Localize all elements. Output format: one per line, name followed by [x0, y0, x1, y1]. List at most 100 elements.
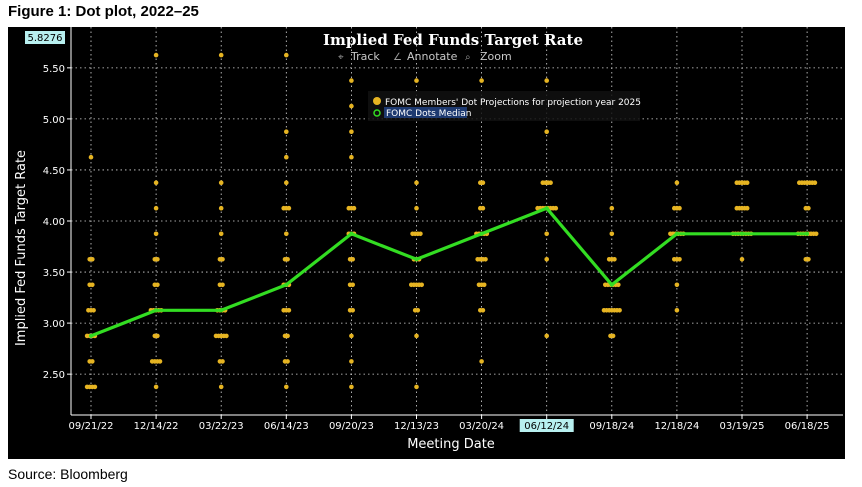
y-tick-label: 2.50	[43, 370, 65, 381]
dot-marker	[157, 359, 163, 364]
dot-marker	[349, 333, 354, 339]
dot-marker	[479, 78, 484, 83]
annotate-label: Annotate	[407, 50, 458, 63]
dot-marker	[674, 308, 680, 313]
dot-marker	[544, 231, 549, 237]
dot-marker	[155, 282, 160, 288]
median-point	[805, 231, 810, 236]
dot-marker	[155, 257, 160, 262]
dot-marker	[284, 52, 289, 58]
magnifier-icon: ⌕	[465, 52, 471, 63]
dot-marker	[218, 205, 224, 211]
dot-marker	[677, 205, 682, 211]
y-cursor-readout: 5.8276	[25, 31, 65, 44]
dot-marker	[284, 180, 289, 185]
y-tick-label: 4.50	[43, 166, 65, 177]
x-tick-label: 06/14/23	[264, 421, 309, 432]
dot-marker	[674, 180, 680, 185]
y-axis-label: Implied Fed Funds Target Rate	[14, 150, 29, 346]
dot-marker	[153, 231, 159, 237]
dot-marker	[349, 103, 354, 109]
dot-marker	[414, 333, 419, 339]
dot-marker	[218, 180, 224, 185]
dot-marker	[92, 384, 98, 390]
x-axis-label: Meeting Date	[407, 437, 495, 452]
dot-marker	[414, 180, 419, 185]
dot-marker	[617, 308, 622, 313]
median-point	[609, 282, 614, 287]
x-tick-label: 06/12/24	[524, 421, 569, 432]
dot-marker	[285, 257, 290, 262]
dot-marker	[744, 180, 750, 185]
legend-median-label: FOMC Dots Median	[386, 109, 471, 119]
y-readout-value: 5.8276	[28, 33, 63, 44]
dot-marker	[218, 52, 224, 58]
zoom-tool[interactable]: ⌕ Zoom	[465, 50, 512, 63]
median-point	[219, 308, 224, 313]
dot-marker	[479, 359, 484, 364]
zoom-label: Zoom	[480, 50, 512, 63]
dot-marker	[739, 257, 745, 262]
dot-marker	[350, 257, 356, 262]
dot-plot-chart[interactable]: 2.50 3.00 3.50 4.00 4.50 5.00 5.50 09/21/22 12/1…	[8, 27, 845, 459]
dot-marker	[544, 257, 549, 262]
dot-marker	[284, 231, 289, 237]
legend-dots-label: FOMC Members' Dot Projections for projec…	[385, 98, 641, 108]
median-point	[479, 231, 484, 236]
dot-marker	[350, 282, 356, 288]
dot-marker	[349, 384, 354, 390]
x-tick-label: 03/22/23	[199, 421, 244, 432]
dot-marker	[90, 359, 95, 364]
dot-marker	[350, 308, 356, 313]
y-tick-label: 4.00	[43, 217, 65, 228]
dot-marker	[286, 205, 292, 211]
dot-marker	[153, 205, 159, 211]
dot-marker	[91, 308, 96, 313]
y-tick-label: 3.50	[43, 268, 65, 279]
dot-marker	[419, 282, 425, 288]
source-note: Source: Bloomberg	[8, 466, 128, 482]
dot-marker	[155, 333, 160, 339]
track-tool[interactable]: ⌖ Track	[338, 50, 380, 63]
dot-marker	[813, 231, 819, 237]
legend-median-marker	[373, 109, 381, 117]
dot-marker	[418, 231, 423, 237]
crosshair-icon: ⌖	[338, 52, 344, 63]
dot-marker	[349, 359, 354, 364]
chart-panel[interactable]: 2.50 3.00 3.50 4.00 4.50 5.00 5.50 09/21/22 12/1…	[8, 27, 845, 459]
chart-toolbar: ⌖ Track ∠ Annotate ⌕ Zoom	[338, 50, 512, 63]
dots-layer	[84, 52, 819, 390]
legend: FOMC Members' Dot Projections for projec…	[368, 91, 641, 121]
dot-marker	[812, 180, 818, 185]
x-tick-label: 09/18/24	[589, 421, 634, 432]
dot-marker	[88, 154, 94, 160]
dot-marker	[220, 282, 225, 288]
dot-marker	[286, 308, 292, 313]
figure-title: Figure 1: Dot plot, 2022–25	[8, 3, 199, 20]
dot-marker	[285, 333, 290, 339]
legend-median-label-bg	[384, 107, 467, 118]
dot-marker	[90, 282, 95, 288]
dot-marker	[153, 52, 159, 58]
dot-marker	[548, 180, 553, 185]
dot-marker	[544, 333, 549, 339]
dot-marker	[284, 384, 289, 390]
y-tick-label: 3.00	[43, 319, 65, 330]
chart-title: Implied Fed Funds Target Rate	[323, 31, 583, 49]
legend-dot-marker	[373, 97, 381, 105]
dot-marker	[480, 308, 486, 313]
dot-marker	[349, 154, 354, 160]
pencil-icon: ∠	[393, 52, 402, 63]
axes-layer: 2.50 3.00 3.50 4.00 4.50 5.00 5.50 09/21/22 12/1…	[43, 27, 843, 432]
dot-marker	[415, 308, 421, 313]
dot-marker	[349, 129, 354, 134]
annotate-tool[interactable]: ∠ Annotate	[393, 50, 458, 63]
dot-marker	[220, 359, 225, 364]
median-point	[544, 206, 549, 211]
dot-marker	[349, 78, 354, 83]
dot-marker	[483, 257, 488, 262]
x-tick-label: 12/13/23	[394, 421, 439, 432]
y-tick-label: 5.00	[43, 115, 65, 126]
dot-marker	[480, 180, 486, 185]
x-tick-label: 12/14/22	[134, 421, 179, 432]
